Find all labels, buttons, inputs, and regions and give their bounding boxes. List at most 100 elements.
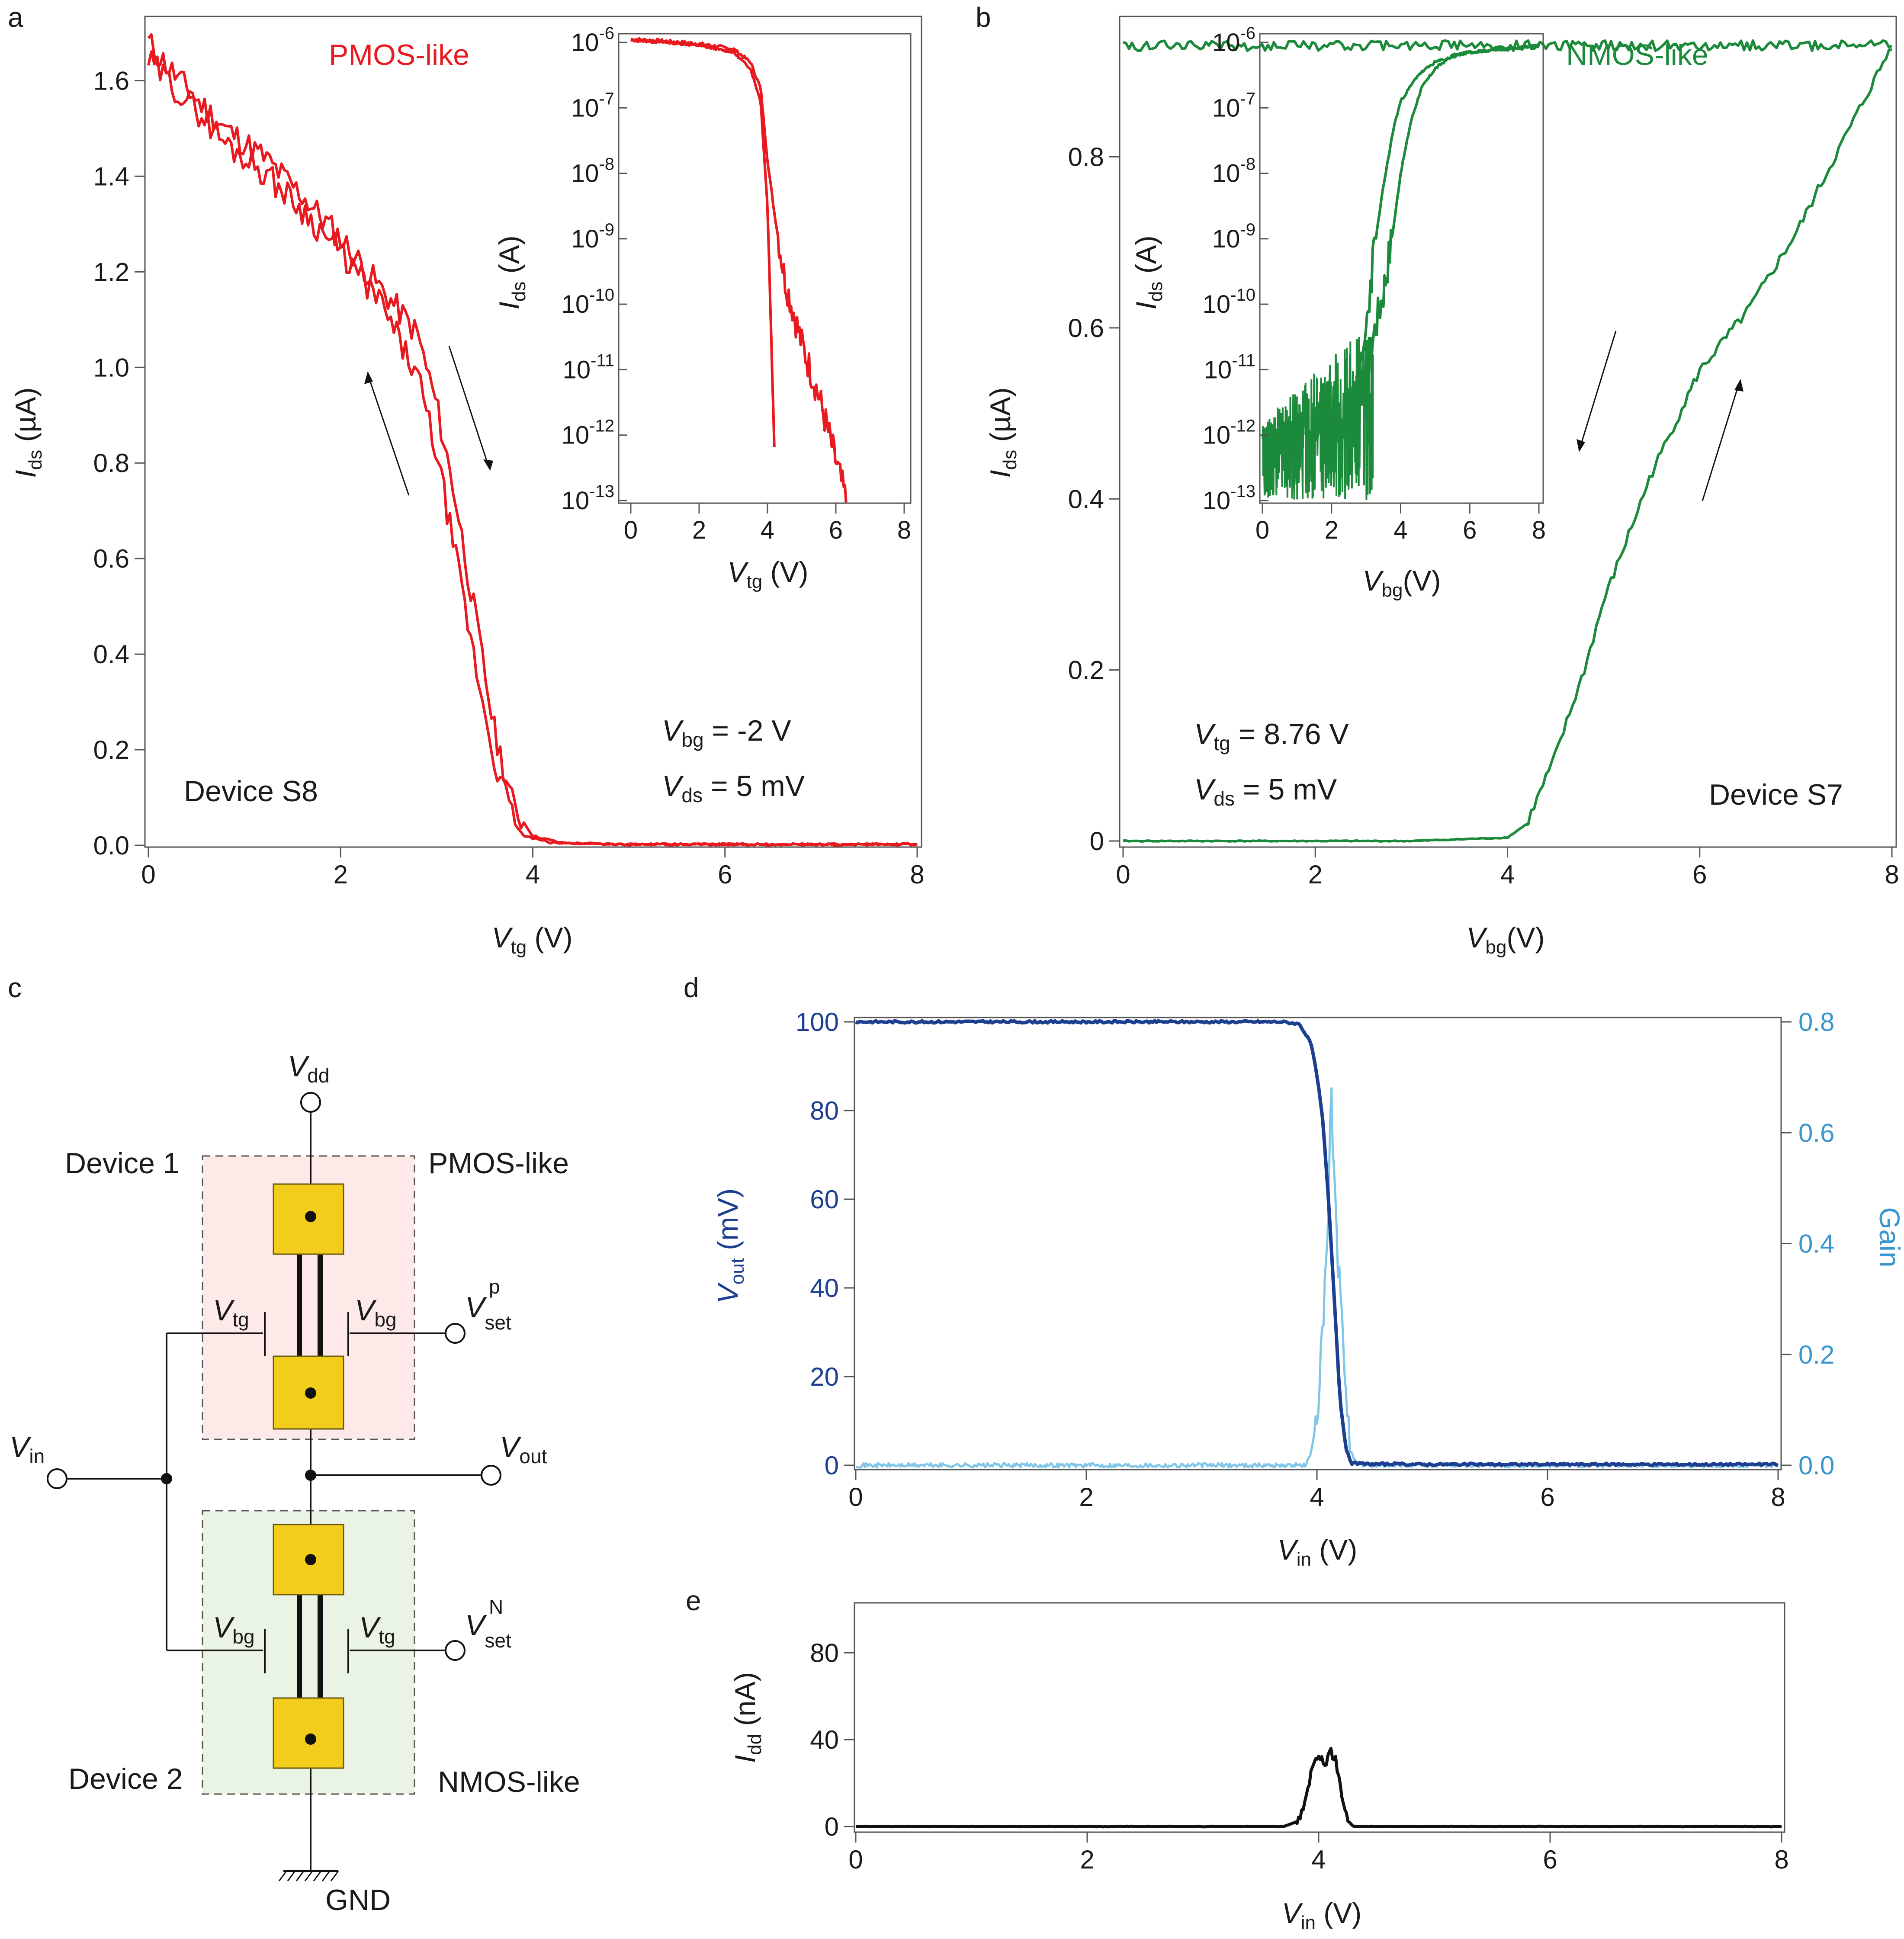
panel-b-xtick-label-2: 4 (1500, 860, 1515, 889)
panel-b-vds-annotation: Vds = 5 mV (1194, 773, 1337, 810)
panel-b-inset-xtick-label-1: 2 (1325, 516, 1339, 544)
panel-b-label: b (976, 2, 991, 33)
panel-a-arrowhead-down (483, 459, 493, 471)
panel-d-xtick-label-0: 0 (848, 1483, 863, 1512)
panel-d-ytick-label-2: 40 (810, 1274, 839, 1303)
panel-b-vtg-annotation: Vtg = 8.76 V (1194, 718, 1349, 754)
nmos-label: NMOS-like (438, 1766, 580, 1798)
panel-a-xtick-label-3: 6 (718, 860, 732, 889)
nmos-source-pad (273, 1697, 344, 1769)
panel-b-inset-ytick-label-7: 10-13 (1203, 482, 1255, 515)
device1-label: Device 1 (65, 1147, 180, 1180)
panel-e-ytick-label-2: 80 (810, 1638, 839, 1667)
panel-a-curves (147, 33, 918, 847)
panel-b-inset-ytick-label-5: 10-11 (1204, 351, 1255, 384)
panel-b-inset-xtick-label-0: 0 (1255, 516, 1269, 544)
panel-d-xlabel: Vin (V) (1278, 1534, 1358, 1570)
panel-a-vds-annotation: Vds = 5 mV (662, 770, 805, 806)
vdd-terminal (300, 1092, 321, 1113)
panel-a-inset-ytick-label-0: 10-6 (571, 24, 614, 57)
panel-d-right-ytick-label-0: 0.0 (1798, 1451, 1834, 1480)
vout-terminal (481, 1465, 501, 1486)
pmos-label: PMOS-like (428, 1147, 569, 1180)
panel-a-arrowhead-up (364, 371, 373, 384)
panel-d-series-vout (855, 1019, 1779, 1467)
vin-label: Vin (10, 1431, 45, 1467)
panel-d-right-ytick-label-3: 0.6 (1798, 1118, 1834, 1147)
nmos-vbg-label: Vbg (213, 1611, 255, 1648)
pmos-source-node (305, 1211, 316, 1222)
panel-b-inset-xtick-label-2: 4 (1393, 516, 1407, 544)
panel-a-inset-xtick-label-0: 0 (624, 516, 638, 544)
panel-a-inset-xtick-label-3: 6 (829, 516, 843, 544)
vsetn-superscript: N (489, 1596, 503, 1618)
nmos-source-node (305, 1734, 316, 1745)
panel-e-xtick-label-1: 2 (1080, 1845, 1094, 1874)
panel-d-right-ytick-label-4: 0.8 (1798, 1008, 1834, 1037)
panel-a-inset-ytick-label-1: 10-7 (571, 89, 614, 122)
panel-b-xtick-label-0: 0 (1116, 860, 1130, 889)
panel-b-type-label: NMOS-like (1566, 39, 1708, 71)
panel-d: d Vout (mV) Gain Vin (V) (684, 972, 1904, 1570)
panel-b-inset-series-backward (1358, 44, 1539, 404)
vdd-label: Vdd (288, 1050, 330, 1087)
panel-b-inset-ytick-label-2: 10-8 (1212, 155, 1255, 188)
panel-a-ytick-label-0: 0.0 (93, 831, 129, 860)
panel-d-ytick-label-1: 20 (810, 1362, 839, 1391)
panel-e-ytick-label-1: 40 (810, 1725, 839, 1754)
panel-a-label: a (8, 2, 23, 33)
vin-junction (161, 1473, 172, 1484)
panel-b-inset-series-noise (1262, 337, 1374, 500)
panel-b-inset-curves (1262, 44, 1540, 500)
panel-a-arrow-down (448, 346, 490, 468)
panel-a-xtick-label-1: 2 (334, 860, 348, 889)
panel-b-inset-xlabel: Vbg(V) (1363, 565, 1441, 601)
panel-b-ytick-label-0: 0 (1090, 827, 1104, 856)
panel-a-xlabel: Vtg (V) (491, 921, 572, 958)
panel-e-ylabel: Idd (nA) (729, 1672, 765, 1763)
nmos-vtg-label: Vtg (359, 1611, 395, 1648)
panel-e-label: e (686, 1585, 701, 1616)
panel-e-xtick-label-4: 8 (1774, 1845, 1788, 1874)
vsetp-superscript: p (489, 1275, 500, 1298)
panel-a-inset-ytick-label-6: 10-12 (562, 417, 614, 449)
panel-d-xtick-label-3: 6 (1540, 1483, 1554, 1512)
panel-a-ytick-label-2: 0.4 (93, 640, 129, 669)
panel-e-curves (855, 1746, 1782, 1829)
panel-b-inset-ytick-label-4: 10-10 (1203, 286, 1255, 318)
panel-a-ylabel: Ids (µA) (10, 387, 46, 478)
panel-b-inset-xtick-label-4: 8 (1532, 516, 1546, 544)
panel-a-ytick-label-7: 1.4 (93, 162, 129, 191)
panel-d-ytick-label-5: 100 (796, 1008, 839, 1037)
panel-b-inset-ytick-label-0: 10-6 (1212, 24, 1255, 57)
panel-b-inset-xtick-label-3: 6 (1463, 516, 1477, 544)
panel-a-inset-series-forward (630, 37, 848, 503)
panel-a-inset-xtick-label-1: 2 (692, 516, 706, 544)
panel-b-inset-ylabel: Ids (A) (1130, 235, 1166, 309)
panel-d-label: d (684, 972, 699, 1003)
panel-a-inset-ytick-label-3: 10-9 (571, 220, 614, 253)
vout-junction (305, 1470, 316, 1481)
ticks-layer: 0 2 4 6 8 0.0 0.2 0.4 0.6 0.8 1.0 1.2 1.4 1.6 0 2 4 6 8 10-… (93, 24, 1899, 1874)
panel-d-xtick-label-1: 2 (1079, 1483, 1093, 1512)
panel-b-arrowhead-up (1734, 379, 1743, 392)
panel-a-ytick-label-6: 1.2 (93, 257, 129, 286)
panel-b-xtick-label-4: 8 (1885, 860, 1899, 889)
panel-d-right-ytick-label-1: 0.2 (1798, 1340, 1834, 1369)
vout-label: Vout (500, 1431, 547, 1467)
panel-e-xtick-label-0: 0 (848, 1845, 863, 1874)
gnd-label: GND (325, 1884, 391, 1917)
panel-d-xtick-label-2: 4 (1310, 1483, 1324, 1512)
panel-b-inset-series-forward (1365, 44, 1540, 387)
panel-a-ytick-label-3: 0.6 (93, 544, 129, 573)
panel-b-xtick-label-1: 2 (1308, 860, 1323, 889)
gnd-hatch (278, 1871, 339, 1881)
panel-a-inset-ytick-label-7: 10-13 (562, 482, 614, 515)
panel-a-ytick-label-5: 1.0 (93, 353, 129, 382)
panel-d-series-gain (855, 1087, 1779, 1469)
panel-b-arrow-up (1702, 382, 1740, 501)
panel-a-ytick-label-1: 0.2 (93, 735, 129, 764)
panel-d-ytick-label-0: 0 (825, 1451, 839, 1480)
panel-a-xtick-label-0: 0 (141, 860, 155, 889)
panel-b-device-label: Device S7 (1709, 778, 1843, 811)
